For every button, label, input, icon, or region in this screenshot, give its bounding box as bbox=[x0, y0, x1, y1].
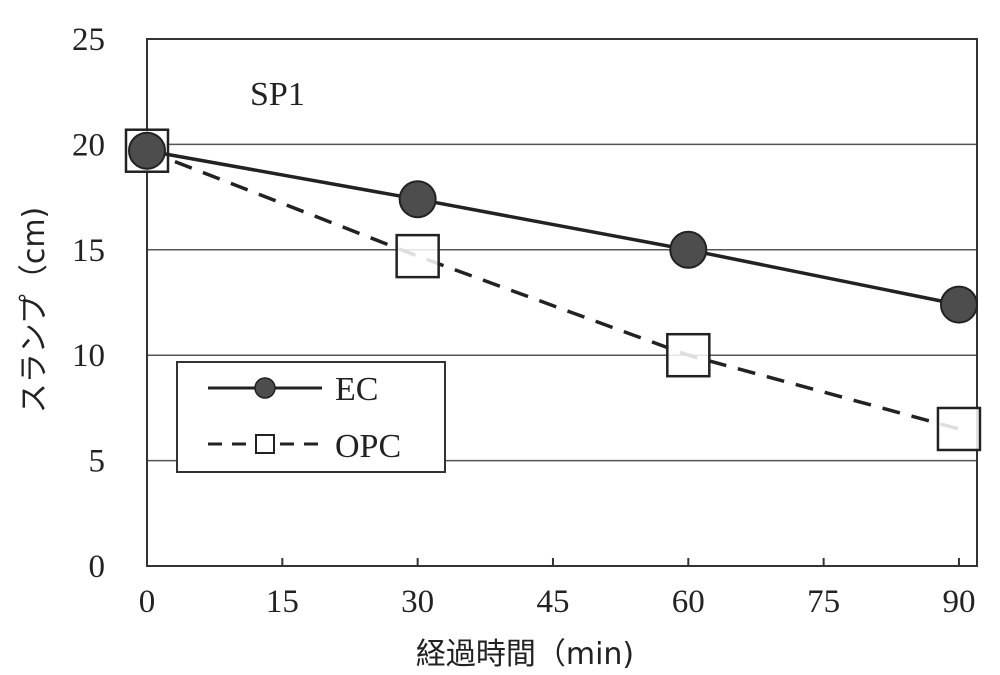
x-axis-title: 経過時間（min) bbox=[416, 637, 634, 672]
y-tick-label: 10 bbox=[72, 338, 105, 374]
y-axis-title: スランプ（cm) bbox=[17, 207, 52, 414]
legend-label-opc: OPC bbox=[335, 428, 401, 465]
axis-ticks: 0 5 10 15 20 25 0 15 30 45 60 75 90 bbox=[72, 22, 975, 620]
x-tick-label: 45 bbox=[536, 584, 569, 620]
data-point-ec bbox=[398, 180, 437, 219]
series-line-ec bbox=[146, 149, 960, 307]
y-tick-label: 25 bbox=[72, 22, 105, 58]
x-tick-label: 30 bbox=[401, 584, 434, 620]
legend-box bbox=[176, 361, 446, 473]
grid-lines bbox=[147, 143, 977, 462]
y-tick-label: 5 bbox=[89, 444, 106, 480]
x-tick-label: 75 bbox=[807, 584, 840, 620]
y-tick-label: 15 bbox=[72, 233, 105, 269]
data-point-ec bbox=[939, 285, 978, 324]
legend-label-ec: EC bbox=[335, 371, 378, 408]
x-tick-label: 0 bbox=[139, 584, 156, 620]
data-point-opc bbox=[395, 233, 440, 279]
x-tick-label: 60 bbox=[672, 584, 705, 620]
data-point-ec bbox=[669, 230, 708, 269]
series-group bbox=[124, 128, 982, 452]
y-tick-label: 0 bbox=[89, 549, 106, 585]
data-point-opc bbox=[666, 332, 711, 378]
legend-marker-ec bbox=[254, 377, 276, 399]
data-point-opc bbox=[936, 406, 982, 452]
legend: EC OPC bbox=[176, 361, 446, 473]
plot-area-frame bbox=[146, 38, 978, 567]
x-tick-label: 90 bbox=[942, 584, 975, 620]
x-tick-label: 15 bbox=[266, 584, 299, 620]
legend-marker-opc bbox=[255, 434, 275, 454]
series-line-opc bbox=[146, 149, 960, 431]
data-point-ec bbox=[128, 131, 166, 170]
y-tick-label: 20 bbox=[72, 127, 105, 163]
chart-annotation: SP1 bbox=[250, 76, 305, 113]
